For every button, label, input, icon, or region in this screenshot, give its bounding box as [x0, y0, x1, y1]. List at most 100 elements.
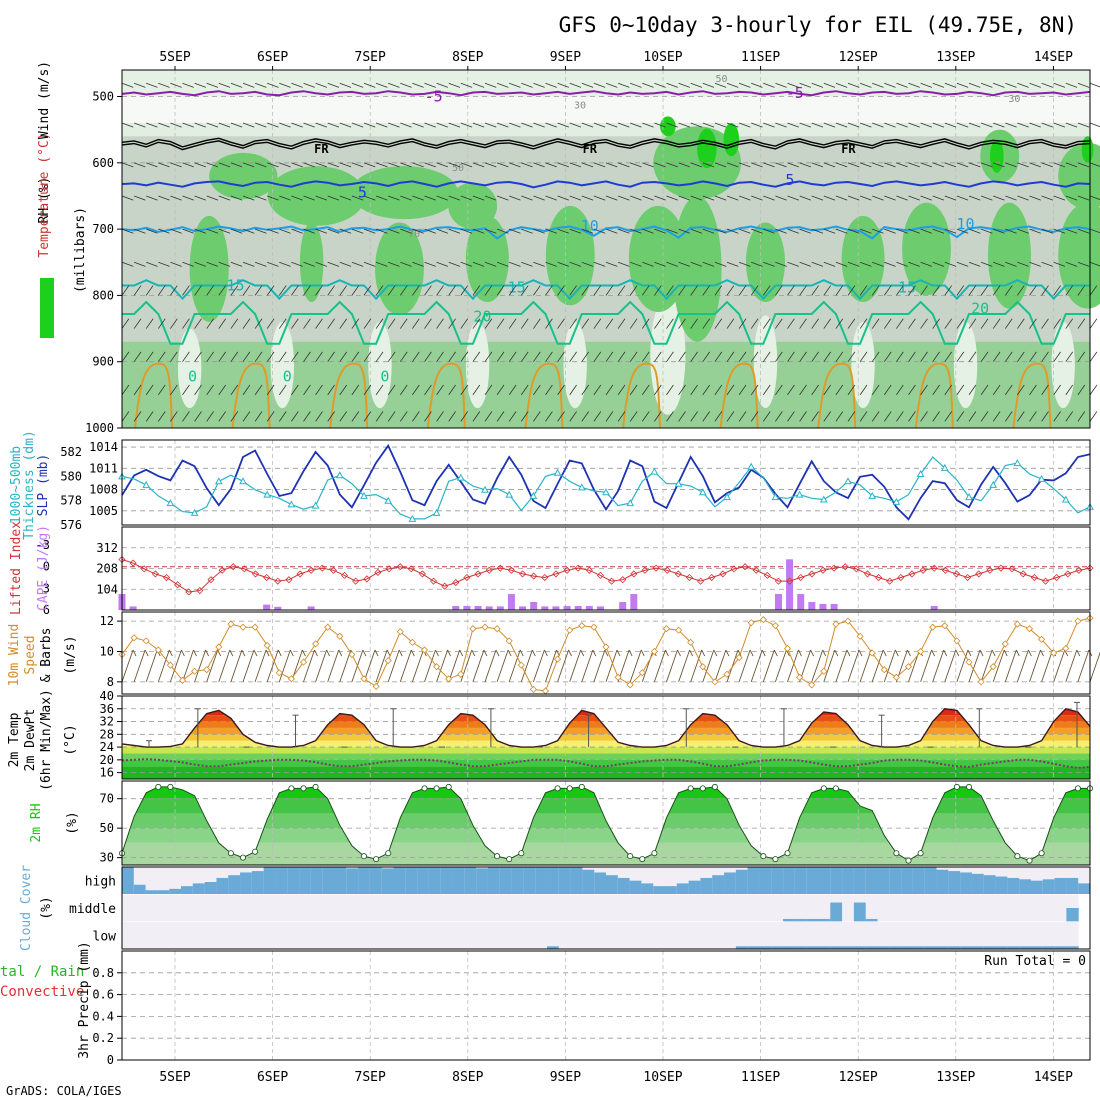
cloud-high-fill — [204, 882, 217, 895]
cloud-middle-clear — [1054, 894, 1067, 922]
cloud-layer-label: low — [93, 929, 117, 944]
wind-barb — [835, 411, 844, 422]
wind-barb — [932, 228, 945, 234]
cloud-low-clear — [853, 921, 867, 949]
temp-contour-freezing-lower — [121, 140, 1091, 151]
cloud-low-clear — [783, 921, 796, 949]
wind-speed-point — [590, 623, 598, 631]
cloud-middle-clear — [582, 894, 595, 922]
wind-barb — [859, 162, 872, 168]
wind-10m-barb-flag — [374, 649, 379, 657]
wind-10m-barb — [569, 649, 582, 682]
temp-band — [122, 766, 1090, 779]
wind-barb — [557, 228, 570, 234]
rh-bright-blob — [723, 123, 740, 157]
li-point — [730, 565, 738, 573]
wind-10m-barb — [690, 649, 703, 682]
wind-speed-point — [747, 619, 755, 627]
rh2m-point — [445, 783, 452, 790]
wind-barb — [678, 82, 691, 88]
wind-barb — [738, 261, 751, 267]
pressure-ticklabel: 500 — [92, 90, 114, 104]
li-point — [396, 563, 404, 571]
wind-barb — [666, 411, 674, 422]
wind-10m-barb-flag — [568, 649, 573, 657]
wind-speed-point — [650, 647, 658, 656]
li-point — [719, 570, 727, 578]
wind-barb — [327, 351, 335, 362]
wind-barb — [315, 261, 328, 267]
wind-barb — [448, 82, 461, 88]
cloud-middle-clear — [263, 894, 276, 922]
cloud-middle-clear — [688, 894, 701, 922]
wind-barb — [593, 122, 606, 128]
temp-ticklabel: 36 — [100, 702, 114, 716]
li-point — [952, 570, 961, 578]
wind-barb — [278, 285, 287, 296]
wind-barb — [146, 261, 158, 267]
wind-barb — [944, 122, 957, 128]
wind-barb — [641, 384, 650, 396]
wind-barb — [690, 384, 698, 396]
wind-10m-barb — [859, 649, 872, 682]
wind-barb — [315, 82, 328, 88]
wind-barb — [1089, 82, 1100, 88]
wind-speed-point — [469, 625, 477, 633]
wind-barb — [363, 285, 372, 296]
cloud-middle-clear — [724, 894, 737, 922]
cloud-middle-clear — [275, 894, 288, 922]
wind-barb — [230, 82, 243, 88]
wind-10m-barb — [1065, 649, 1078, 682]
wind-barb — [1053, 351, 1061, 362]
wind-barb — [436, 285, 444, 296]
wind-barb — [896, 195, 908, 201]
top-day-label: 7SEP — [355, 50, 386, 65]
li-point — [329, 566, 337, 574]
temp-contour-label: FR — [841, 142, 856, 156]
wind-barb — [121, 82, 134, 88]
cloud-middle-clear — [771, 894, 784, 922]
wind-barb — [1065, 285, 1074, 296]
cloud-low-fill — [901, 946, 914, 949]
wind-speed-point — [626, 681, 634, 689]
wind-speed-point — [783, 644, 792, 653]
wind-10m-barb-flag — [604, 649, 609, 657]
wind-barb — [799, 351, 807, 362]
wind-barb — [811, 384, 819, 396]
wind-barb — [992, 351, 1001, 362]
cape-bar — [485, 606, 493, 610]
wind-barb — [387, 318, 396, 329]
rh2m-point — [494, 853, 501, 860]
cloud-high-fill — [594, 872, 607, 895]
wind-barb — [1029, 384, 1037, 396]
wind-barb — [472, 261, 485, 267]
wind-barb — [980, 228, 993, 234]
wind-barb — [254, 162, 267, 168]
wind-barb — [569, 162, 582, 168]
wind-barb — [448, 228, 461, 234]
wind-barb — [642, 195, 654, 201]
wind-barb — [484, 285, 493, 296]
wind-barb — [726, 162, 739, 168]
bottom-day-label: 14SEP — [1034, 1070, 1073, 1085]
wind-barb — [1065, 195, 1078, 201]
li-point — [997, 564, 1005, 572]
wind-barb — [920, 82, 933, 88]
slp-frame — [121, 439, 1091, 526]
wind-speed-point — [360, 675, 368, 683]
wind-barb — [751, 261, 763, 267]
wind-barb — [170, 351, 178, 362]
wind-barb — [1065, 261, 1078, 267]
wind-barb — [424, 384, 432, 396]
wind-barb — [121, 261, 134, 267]
wind-10m-barb-flag — [1076, 649, 1081, 657]
wind-barb — [630, 162, 642, 168]
wind-barb — [690, 122, 703, 128]
cape-bar — [596, 606, 604, 610]
wind-barb — [993, 162, 1005, 168]
cloud-low-clear — [499, 921, 513, 949]
wind-barb — [206, 82, 219, 88]
wind-barb — [714, 285, 723, 296]
cloud-high-fill — [334, 867, 347, 895]
wind-barb — [412, 411, 420, 422]
